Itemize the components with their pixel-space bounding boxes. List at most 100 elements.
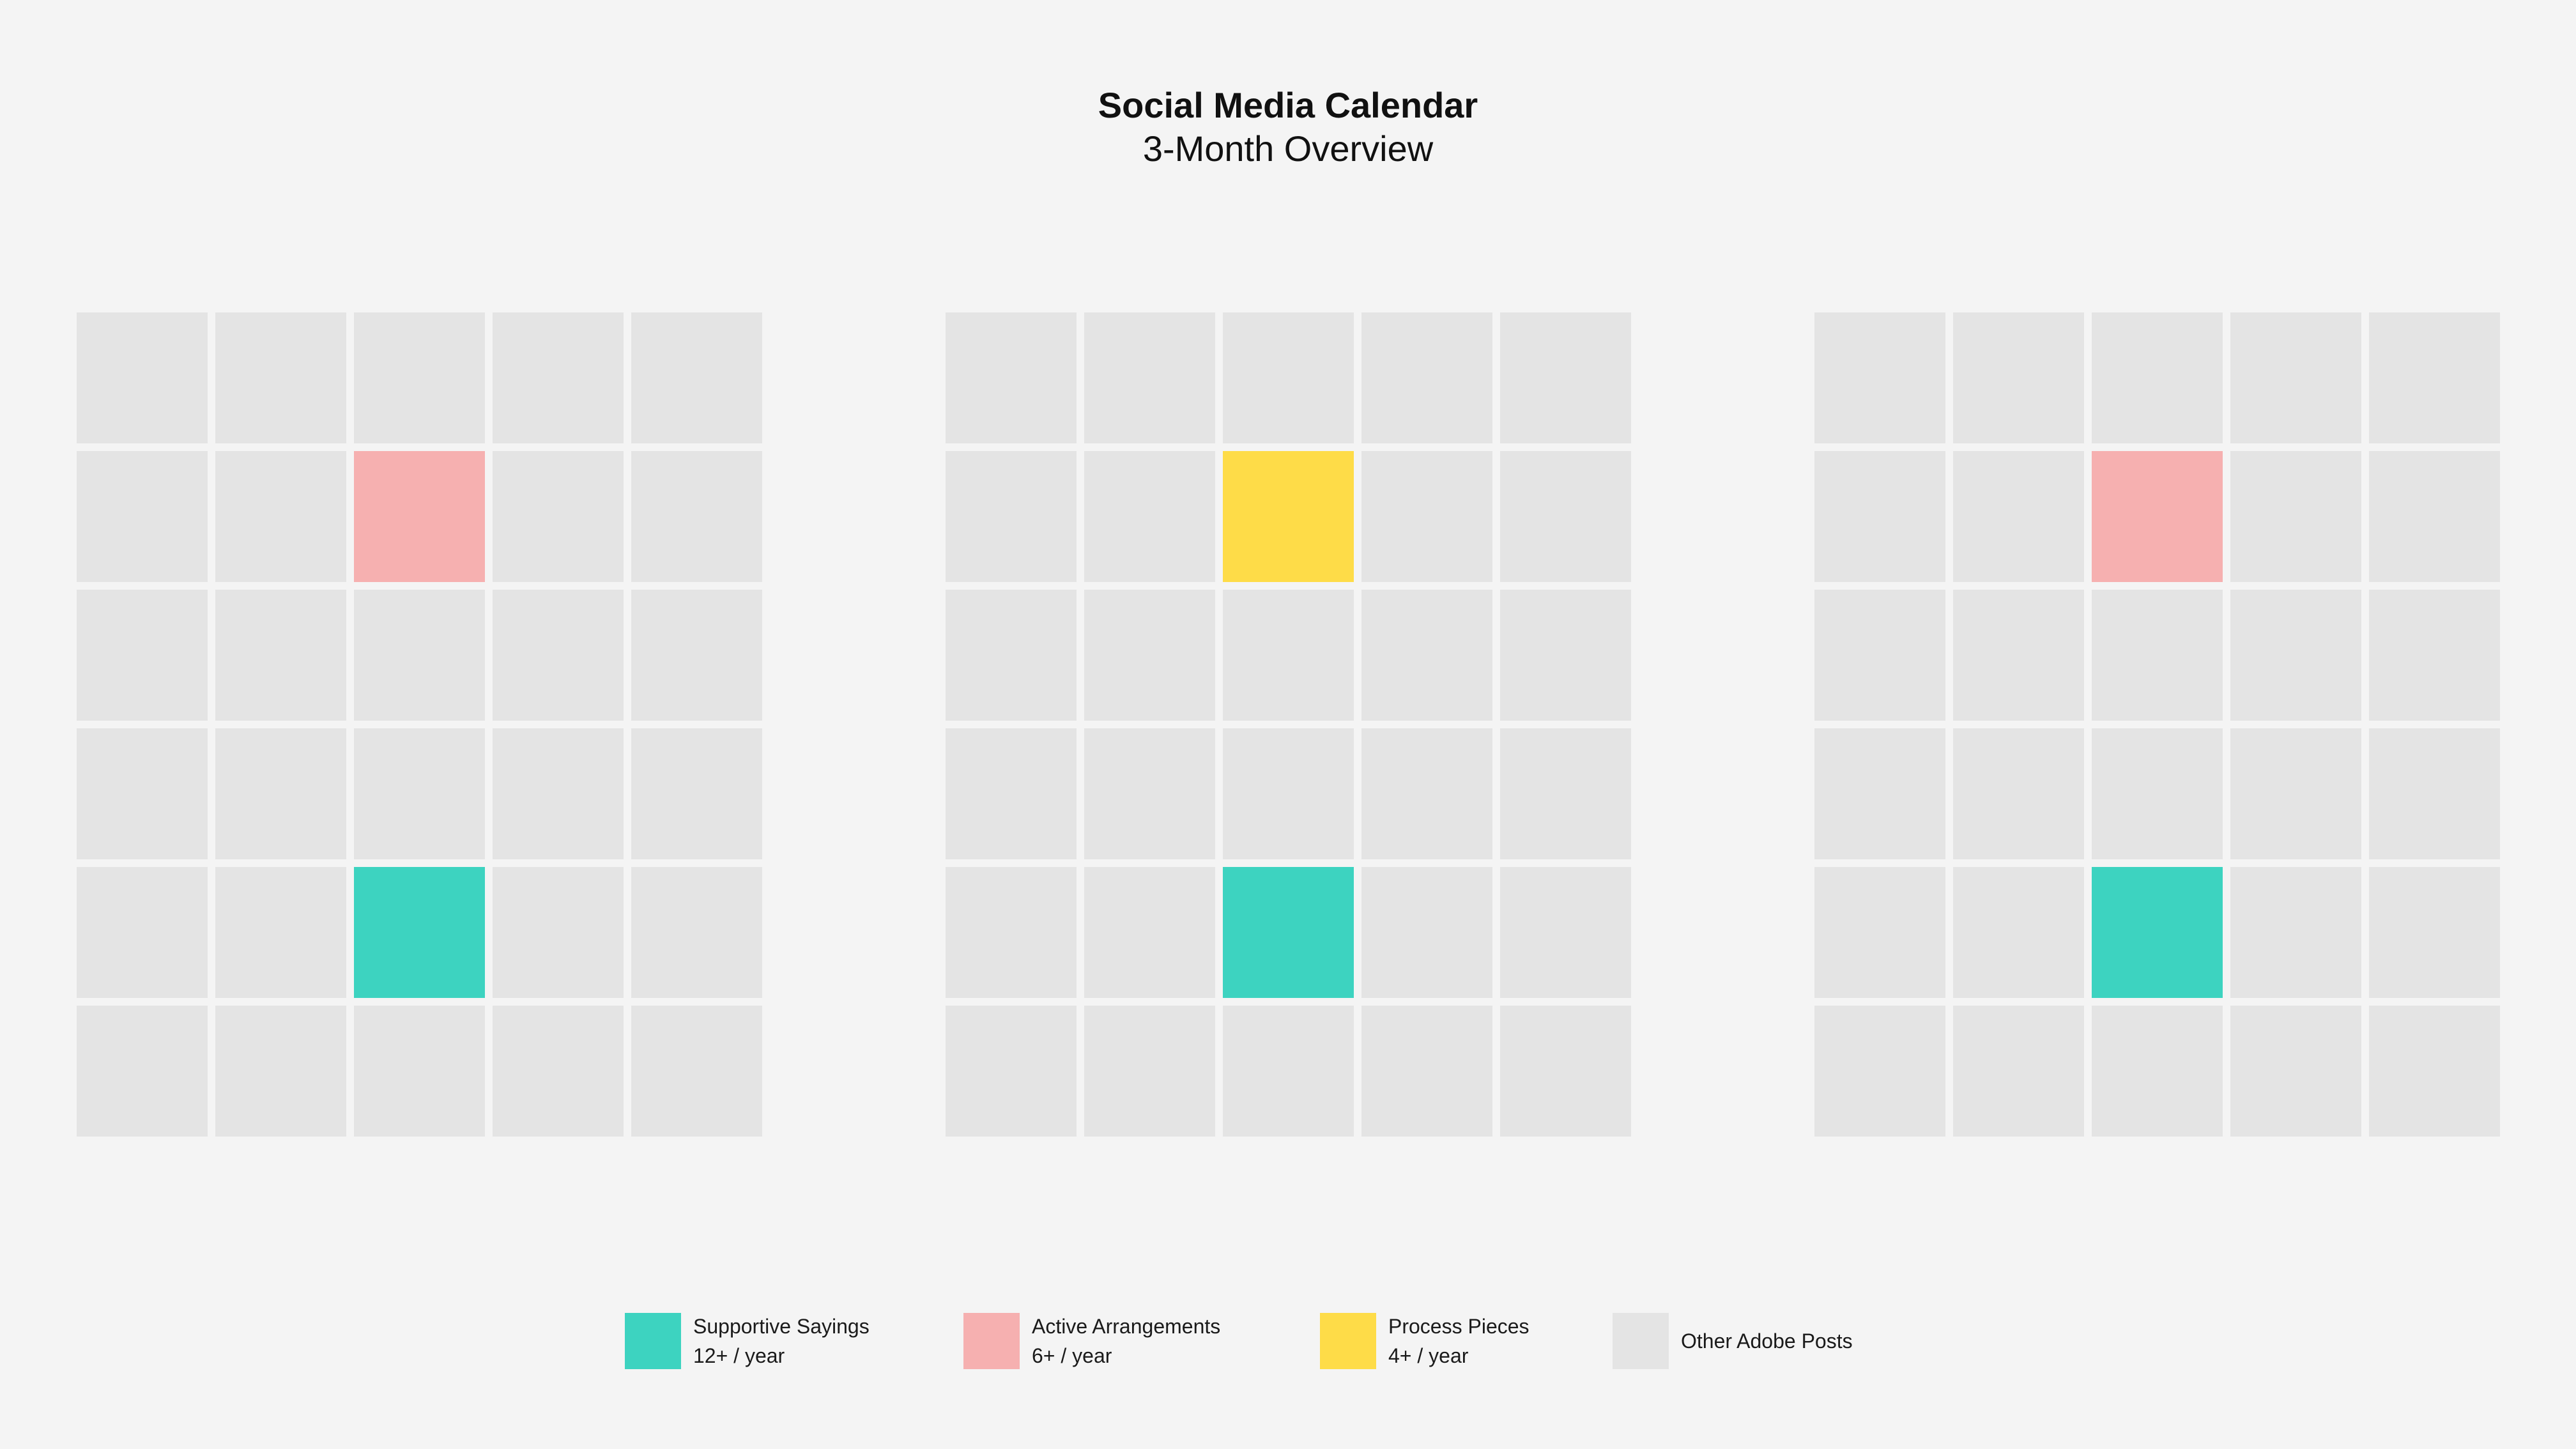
calendar-cell [2230, 728, 2361, 859]
legend-label: Supportive Sayings [693, 1315, 870, 1338]
calendar-cell-supportive-sayings [2092, 867, 2223, 998]
calendar-cell [2092, 590, 2223, 721]
legend-swatch-supportive-sayings [625, 1313, 681, 1369]
calendar-cell [493, 728, 624, 859]
calendar-cell [1814, 728, 1945, 859]
calendar-cell [215, 867, 346, 998]
calendar-cell [77, 451, 208, 582]
calendar-cell [1500, 590, 1631, 721]
calendar-cell [946, 867, 1077, 998]
calendar-cell [1361, 728, 1492, 859]
calendar-cell [354, 728, 485, 859]
calendar-cell [1500, 867, 1631, 998]
legend-item-active-arrangements: Active Arrangements 6+ / year [963, 1313, 1257, 1370]
calendar-cell [354, 312, 485, 443]
calendar-cell [1953, 312, 2084, 443]
calendar-cell [1814, 451, 1945, 582]
calendar-cell [2230, 451, 2361, 582]
calendar-cell [946, 728, 1077, 859]
calendar-cell [2369, 728, 2500, 859]
legend-swatch-other-adobe-posts [1613, 1313, 1669, 1369]
calendar-cell [1223, 1006, 1354, 1137]
calendar-cell [1953, 1006, 2084, 1137]
calendar-cell [1953, 728, 2084, 859]
calendar-cell [215, 451, 346, 582]
calendar-cell [493, 590, 624, 721]
calendar-cell [1223, 312, 1354, 443]
legend-frequency: 6+ / year [1032, 1344, 1112, 1367]
calendar-cell [631, 867, 762, 998]
calendar-cell [1361, 590, 1492, 721]
calendar-cell [1953, 590, 2084, 721]
calendar-cell [2230, 312, 2361, 443]
calendar-cell [631, 451, 762, 582]
calendar-cell [1361, 1006, 1492, 1137]
legend-frequency: 4+ / year [1388, 1344, 1469, 1367]
calendar-cell [2369, 451, 2500, 582]
calendar-cell [631, 728, 762, 859]
legend-item-process-pieces: Process Pieces 4+ / year [1320, 1313, 1575, 1370]
calendar-cell [354, 590, 485, 721]
calendar-cell [1084, 1006, 1215, 1137]
calendar-cell [493, 1006, 624, 1137]
calendar-cell [1953, 451, 2084, 582]
calendar-cell [1084, 867, 1215, 998]
calendar-cell-process-pieces [1223, 451, 1354, 582]
calendar-cell [1814, 590, 1945, 721]
calendar-cell [493, 867, 624, 998]
calendar-cell [1361, 451, 1492, 582]
page-title: Social Media Calendar [1098, 85, 1478, 125]
legend-label: Other Adobe Posts [1681, 1330, 1853, 1353]
calendar-cell [946, 451, 1077, 582]
calendar-cell [1500, 312, 1631, 443]
calendar-month-3 [1814, 312, 2500, 1137]
legend-swatch-active-arrangements [963, 1313, 1020, 1369]
calendar-cell [215, 1006, 346, 1137]
calendar-cell [1361, 312, 1492, 443]
calendar-cell [1500, 728, 1631, 859]
calendar-cell [1361, 867, 1492, 998]
calendar-cell [215, 312, 346, 443]
calendar-cell [77, 590, 208, 721]
calendar-cell [1500, 1006, 1631, 1137]
calendar-cell [2369, 590, 2500, 721]
calendar-cell-active-arrangements [354, 451, 485, 582]
calendar-cell [2369, 1006, 2500, 1137]
calendar-cell [493, 451, 624, 582]
calendar-cell [1500, 451, 1631, 582]
legend-item-supportive-sayings: Supportive Sayings 12+ / year [625, 1313, 893, 1370]
page-subtitle: 3-Month Overview [1142, 128, 1434, 169]
calendar-cell [631, 1006, 762, 1137]
calendar-cell [631, 312, 762, 443]
calendar-cell [1223, 728, 1354, 859]
calendar-cell [631, 590, 762, 721]
calendar-cell [2230, 867, 2361, 998]
calendar-cell [1814, 867, 1945, 998]
legend-label: Process Pieces [1388, 1315, 1529, 1338]
calendar-cell [1814, 1006, 1945, 1137]
calendar-cell [1814, 312, 1945, 443]
calendar-cell [2230, 1006, 2361, 1137]
calendar-cell-supportive-sayings [1223, 867, 1354, 998]
calendar-cell [1084, 451, 1215, 582]
legend-frequency: 12+ / year [693, 1344, 785, 1367]
calendar-month-1 [77, 312, 762, 1137]
calendar-cell [215, 590, 346, 721]
calendar-cell [2369, 312, 2500, 443]
calendar-cell [1953, 867, 2084, 998]
page-header: Social Media Calendar 3-Month Overview [0, 83, 2576, 170]
calendar-cell [493, 312, 624, 443]
legend-swatch-process-pieces [1320, 1313, 1376, 1369]
calendar-cell [2230, 590, 2361, 721]
calendar-cell [1084, 312, 1215, 443]
calendar-cell [77, 867, 208, 998]
calendar-cell [946, 590, 1077, 721]
calendar-cell [215, 728, 346, 859]
calendar-cell [1084, 728, 1215, 859]
calendar-cell [77, 312, 208, 443]
calendar-cell-supportive-sayings [354, 867, 485, 998]
legend-label: Active Arrangements [1032, 1315, 1221, 1338]
calendar-cell [946, 312, 1077, 443]
calendar-cell [2092, 728, 2223, 859]
calendar-cell [2092, 312, 2223, 443]
